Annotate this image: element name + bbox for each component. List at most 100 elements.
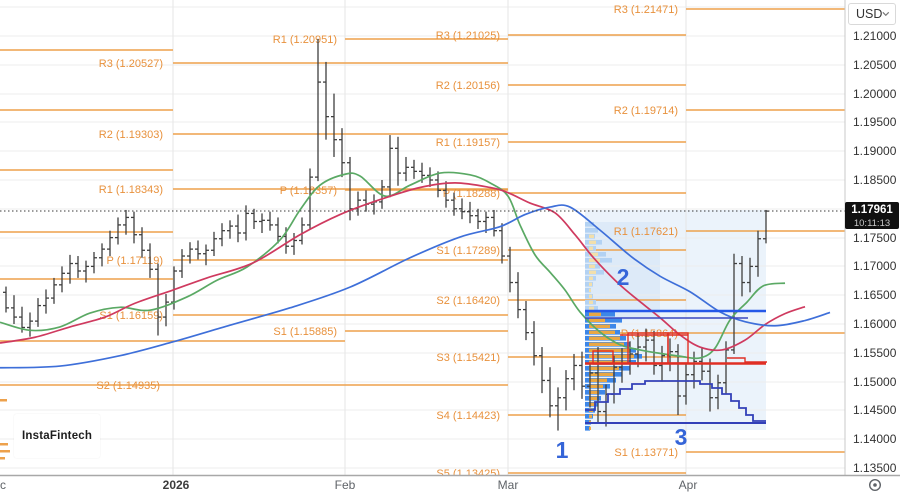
price-tick-label: 1.17500 <box>853 231 897 245</box>
profile-bar-orange <box>589 264 595 268</box>
candle <box>251 208 257 229</box>
plot-area: R3 (1.20527) R2 (1.19303) R1 (1.18343) P (1… <box>0 0 845 476</box>
price-tick-label: 1.16500 <box>853 288 897 302</box>
profile-bar-orange <box>589 288 591 292</box>
candle <box>75 256 81 278</box>
blue-level-lines <box>585 309 766 319</box>
candle <box>403 156 409 182</box>
price-tick-label: 1.13500 <box>853 461 897 475</box>
candle <box>755 230 761 277</box>
pivot-label: P (1.18357) <box>280 185 337 197</box>
price-tick-label: 1.16000 <box>853 317 897 331</box>
ma-mid-red <box>0 182 806 352</box>
candle <box>323 61 329 140</box>
candle <box>107 230 113 257</box>
candle <box>91 252 97 274</box>
pivot-label: S1 (1.17289) <box>436 245 500 257</box>
candle <box>211 231 217 257</box>
axis-settings-icon[interactable] <box>866 477 884 493</box>
candle <box>35 298 41 327</box>
profile-bar-orange <box>589 234 594 238</box>
instrument-dropdown[interactable]: USD <box>848 3 896 25</box>
chevron-down-icon <box>882 11 890 17</box>
profile-bar-orange <box>589 372 613 376</box>
candle <box>747 257 753 293</box>
price-tick-label: 1.14500 <box>853 403 897 417</box>
profile-bar-blue <box>585 426 590 431</box>
candle <box>579 351 585 399</box>
price-tick-label: 1.17000 <box>853 259 897 273</box>
pivot-label: S4 (1.14423) <box>436 410 500 422</box>
pivot-label: S1 (1.13771) <box>614 447 678 459</box>
candle <box>683 364 689 405</box>
candle <box>707 358 713 412</box>
time-tick-label: Mar <box>498 478 519 492</box>
candle <box>3 286 9 313</box>
candle <box>123 209 129 235</box>
pivot-label: S1 (1.15885) <box>273 326 337 338</box>
candle <box>563 370 569 411</box>
profile-bar-orange <box>589 294 592 298</box>
price-tick-label: 1.20500 <box>853 58 897 72</box>
profile-bar-orange <box>589 270 596 274</box>
profile-bar-orange <box>589 318 605 322</box>
candle <box>491 209 497 237</box>
left-edge-marks <box>0 399 10 460</box>
candle <box>355 191 361 216</box>
profile-bar-orange <box>589 276 593 280</box>
profile-bar-orange <box>589 312 601 316</box>
candle <box>11 295 17 324</box>
profile-bar-orange <box>589 330 615 334</box>
candle <box>83 260 89 283</box>
pivot-label: R1 (1.20951) <box>273 34 337 46</box>
candle <box>547 367 553 418</box>
pivot-label: S2 (1.14935) <box>96 380 160 392</box>
time-tick-label: c <box>0 478 6 492</box>
candle <box>59 266 65 293</box>
profile-bar-orange <box>589 258 600 262</box>
red-overlays <box>585 332 767 365</box>
time-axis[interactable]: c 2026 Feb Mar Apr <box>0 474 900 493</box>
candle <box>715 374 721 410</box>
price-axis[interactable]: 1.21000 1.20500 1.20000 1.19500 1.19000 1.185… <box>844 0 900 493</box>
profile-bar-orange <box>589 324 610 328</box>
candle <box>371 194 377 215</box>
candle <box>51 277 57 304</box>
candle <box>411 159 417 179</box>
candle <box>531 321 537 366</box>
red-step-line <box>727 357 767 363</box>
pivot-label: R3 (1.20527) <box>99 58 163 70</box>
pivot-label: R1 (1.19157) <box>436 137 500 149</box>
candle <box>179 249 185 278</box>
wave-number-label: 3 <box>675 424 688 450</box>
candle <box>259 213 265 233</box>
candle <box>227 220 233 239</box>
time-tick-label: Feb <box>335 478 356 492</box>
candle <box>475 208 481 229</box>
candle <box>43 289 49 314</box>
candle <box>443 181 449 208</box>
wave-labels: 1 2 3 <box>556 264 688 463</box>
pivot-label: R3 (1.21025) <box>436 30 500 42</box>
distribution-curve <box>585 380 766 422</box>
candle <box>459 198 465 220</box>
clipped-profile-mark <box>0 399 7 402</box>
candle <box>331 93 337 157</box>
wave-number-label: 2 <box>617 264 630 290</box>
pivot-label: S2 (1.16420) <box>436 295 500 307</box>
candle <box>291 232 297 255</box>
profile-bar-orange <box>589 252 598 256</box>
profile-bar-orange <box>589 282 592 286</box>
candle <box>139 227 145 258</box>
candle <box>499 223 505 264</box>
price-tick-label: 1.15000 <box>853 375 897 389</box>
profile-bar-orange <box>589 402 595 406</box>
profile-bar-orange <box>589 354 634 358</box>
candle <box>307 168 313 229</box>
profile-bar-orange <box>589 384 603 388</box>
pivot-label: R2 (1.19714) <box>614 105 678 117</box>
candle <box>427 167 433 187</box>
pivot-label: R1 (1.17621) <box>614 226 678 238</box>
